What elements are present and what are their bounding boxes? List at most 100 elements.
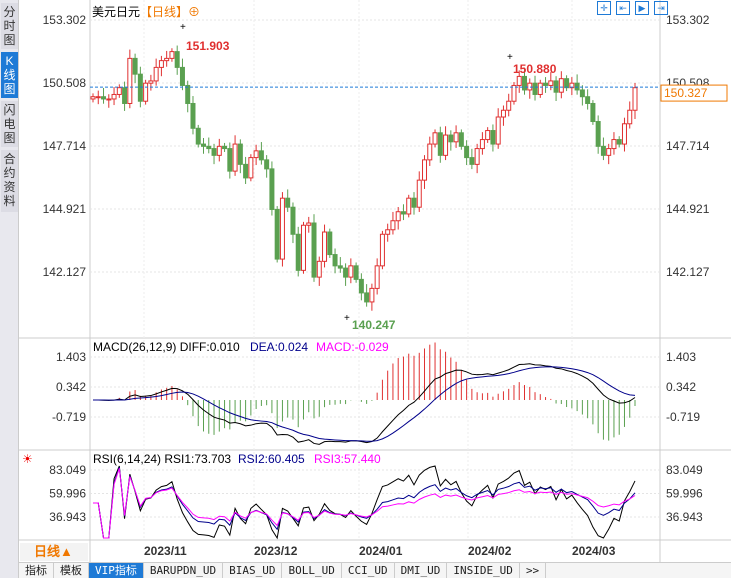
y-axis-label-right: 153.302 — [666, 13, 710, 27]
indicator-tab[interactable]: BIAS_UD — [223, 563, 283, 578]
crosshair-icon[interactable]: ✛ — [597, 1, 611, 15]
candle-body — [527, 82, 533, 91]
candle-body — [106, 98, 112, 101]
candle-body — [95, 96, 101, 99]
indicator-tab[interactable]: 模板 — [54, 563, 89, 578]
y-axis-label: 150.508 — [43, 76, 87, 90]
chart-toolbar: ✛ ⇤ ▶ ⇥ — [597, 1, 668, 15]
candle-body — [521, 75, 527, 91]
candle-body — [127, 57, 133, 104]
candle-body — [553, 80, 559, 93]
candle-body — [237, 143, 243, 165]
indicator-tab[interactable]: 指标 — [19, 563, 54, 578]
candle-body — [122, 87, 128, 104]
candle-body — [621, 123, 627, 145]
zoom-range-icon[interactable]: ⇤ — [616, 1, 630, 15]
indicator-tab[interactable]: CCI_UD — [342, 563, 395, 578]
rsi-axis-label-right: 59.996 — [666, 487, 703, 501]
x-axis-label: 2023/11 — [144, 544, 187, 558]
macd-axis-label: -0.719 — [52, 410, 86, 424]
indicator-tab[interactable]: BARUPDN_UD — [144, 563, 224, 578]
rsi-axis-label-right: 83.049 — [666, 463, 703, 477]
candle-body — [206, 145, 212, 150]
macd-title: MACD(26,12,9) DIFF:0.010 — [93, 340, 240, 354]
max-marker: + — [180, 22, 186, 33]
candle-body — [458, 132, 464, 147]
y-axis-label-right: 144.921 — [666, 202, 710, 216]
indicator-tab[interactable]: INSIDE_UD — [447, 563, 520, 578]
rsi3-value: RSI3:57.440 — [314, 452, 381, 466]
sidebar-tab-kline[interactable]: K线图 — [1, 52, 18, 98]
candle-body — [148, 80, 154, 84]
candle-body — [453, 132, 459, 143]
candle-body — [422, 159, 428, 181]
indicator-tab[interactable]: VIP指标 — [89, 563, 144, 578]
candle-body — [611, 139, 617, 150]
candle-body — [443, 134, 449, 156]
candle-body — [469, 157, 475, 165]
candle-body — [137, 73, 143, 102]
candle-body — [264, 159, 270, 170]
candle-body — [437, 132, 443, 156]
candle-body — [322, 231, 328, 262]
candle-body — [579, 89, 585, 98]
candle-body — [169, 51, 175, 59]
candle-body — [400, 211, 406, 215]
jump-end-icon[interactable]: ⇥ — [654, 1, 668, 15]
candle-body — [132, 57, 138, 75]
chart-title: 美元日元【日线】⊕ — [92, 3, 200, 20]
x-axis-label: 2023/12 — [254, 544, 298, 558]
candle-body — [300, 224, 306, 271]
candle-body — [201, 143, 207, 147]
period-tag: 【日线】 — [140, 5, 189, 19]
play-forward-icon[interactable]: ▶ — [635, 1, 649, 15]
y-axis-label-right: 142.127 — [666, 265, 710, 279]
indicator-tab[interactable]: DMI_UD — [395, 563, 448, 578]
indicator-tab[interactable]: >> — [520, 563, 547, 578]
symbol-name: 美元日元 — [92, 5, 141, 19]
candle-body — [190, 102, 196, 129]
min-price-label: 140.247 — [352, 318, 396, 332]
candle-body — [374, 265, 380, 289]
sidebar-tab-flash[interactable]: 闪电图 — [1, 101, 18, 147]
candle-body — [632, 87, 638, 111]
macd-axis-label-right: 0.342 — [666, 380, 696, 394]
x-axis-label: 2024/01 — [359, 544, 403, 558]
macd-axis-label-right: 1.403 — [666, 350, 696, 364]
candle-body — [353, 265, 359, 280]
candle-body — [143, 82, 149, 102]
indicator-tab[interactable]: BOLL_UD — [282, 563, 342, 578]
candle-body — [248, 157, 254, 179]
candle-body — [348, 265, 354, 278]
candle-body — [485, 130, 491, 141]
sidebar-tab-contract-info[interactable]: 合约资料 — [1, 150, 18, 212]
candle-body — [543, 82, 549, 86]
sidebar-tab-time-sharing[interactable]: 分时图 — [1, 3, 18, 49]
macd-axis-label: 1.403 — [56, 350, 86, 364]
y-axis-label: 144.921 — [43, 202, 87, 216]
candle-body — [116, 87, 122, 95]
indicator-tabs: 指标 模板 VIP指标 BARUPDN_UD BIAS_UD BOLL_UD CCI_UD D… — [19, 562, 731, 578]
circle-plus-icon[interactable]: ⊕ — [188, 5, 201, 19]
period-button[interactable]: 日线▲ — [20, 543, 88, 561]
candle-body — [627, 109, 633, 125]
candle-body — [290, 206, 296, 235]
candle-body — [369, 287, 375, 303]
candle-body — [590, 102, 596, 123]
candle-body — [427, 143, 433, 161]
candle-body — [337, 265, 343, 269]
rsi3-line — [93, 468, 636, 539]
candle-body — [600, 145, 606, 156]
candle-body — [111, 93, 117, 100]
candle-body — [227, 148, 233, 172]
candle-body — [574, 82, 580, 91]
diff-line — [93, 363, 636, 445]
candle-body — [585, 96, 591, 104]
rsi-title: RSI(6,14,24) RSI1:73.703 — [93, 452, 231, 466]
candle-body — [364, 292, 370, 303]
candle-body — [274, 208, 280, 260]
candle-body — [548, 80, 554, 86]
dea-line — [93, 366, 636, 442]
candle-body — [327, 231, 333, 256]
